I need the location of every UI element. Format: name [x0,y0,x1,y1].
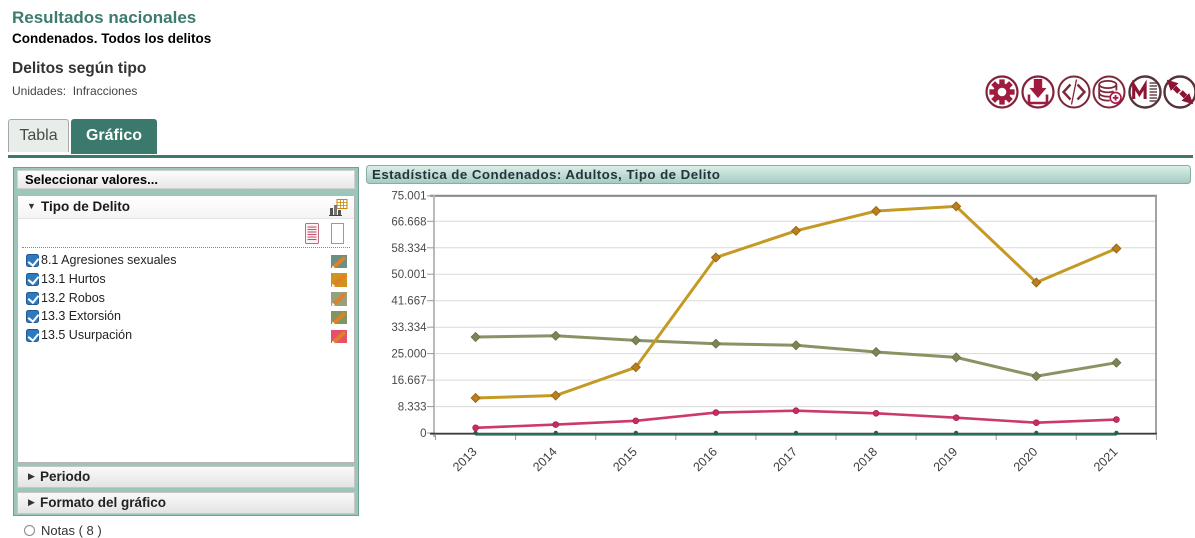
svg-text:75.001: 75.001 [391,190,426,202]
svg-text:2013: 2013 [450,445,480,475]
svg-text:2021: 2021 [1091,445,1121,475]
svg-text:33.334: 33.334 [391,322,427,334]
svg-text:2017: 2017 [771,445,801,475]
svg-text:66.668: 66.668 [391,216,426,228]
svg-text:2019: 2019 [931,445,961,475]
svg-text:2016: 2016 [690,445,720,475]
svg-text:2018: 2018 [851,445,881,475]
svg-text:25.000: 25.000 [391,349,426,361]
svg-text:58.334: 58.334 [391,243,427,255]
svg-text:41.667: 41.667 [391,296,426,308]
svg-text:2020: 2020 [1011,445,1041,475]
svg-text:0: 0 [420,428,426,440]
svg-text:Estadística de Condenados: Adu: Estadística de Condenados: Adultos, Tipo… [372,167,720,182]
svg-text:8.333: 8.333 [398,402,427,414]
svg-text:16.667: 16.667 [391,375,426,387]
svg-text:50.001: 50.001 [391,269,426,281]
svg-text:2014: 2014 [530,445,560,475]
svg-text:2015: 2015 [610,445,640,475]
